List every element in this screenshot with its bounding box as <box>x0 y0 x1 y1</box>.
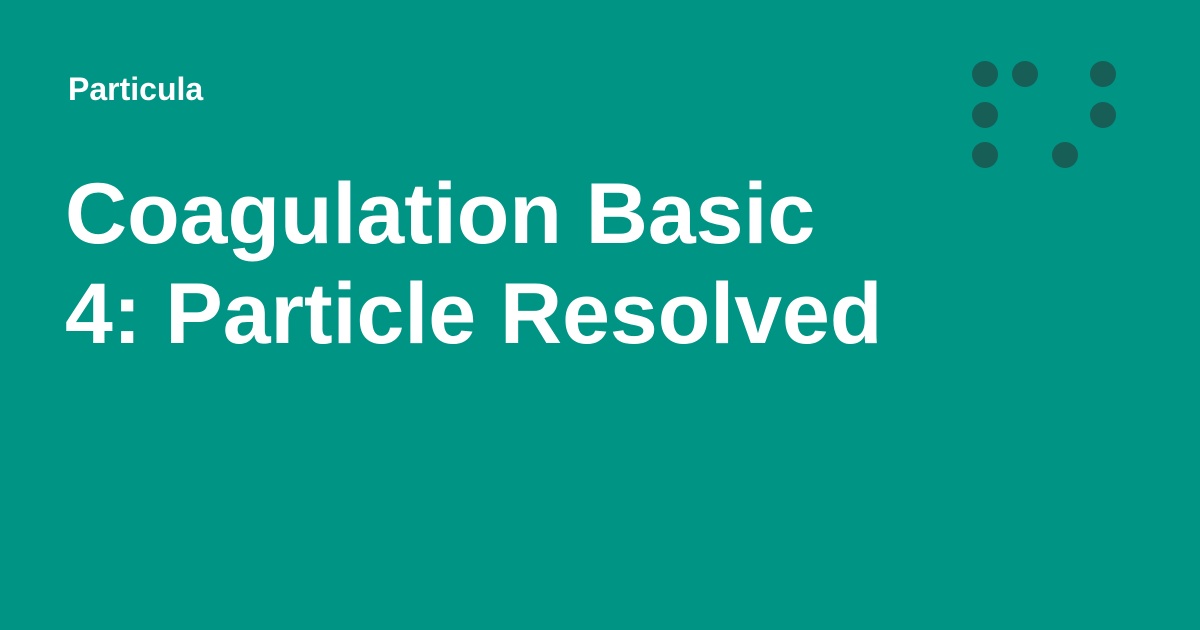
page-title: Coagulation Basic 4: Particle Resolved <box>65 164 965 364</box>
brand-name: Particula <box>68 71 204 107</box>
title-line-1: Coagulation Basic <box>65 166 816 262</box>
logo-dot <box>1090 61 1116 87</box>
logo-dot <box>1090 102 1116 128</box>
logo-dot <box>972 61 998 87</box>
dot-grid-logo-icon <box>972 61 1116 168</box>
title-line-2: 4: Particle Resolved <box>65 266 883 362</box>
logo-dot <box>972 102 998 128</box>
logo-dot <box>972 142 998 168</box>
logo-dot <box>1052 142 1078 168</box>
logo-dot <box>1012 61 1038 87</box>
